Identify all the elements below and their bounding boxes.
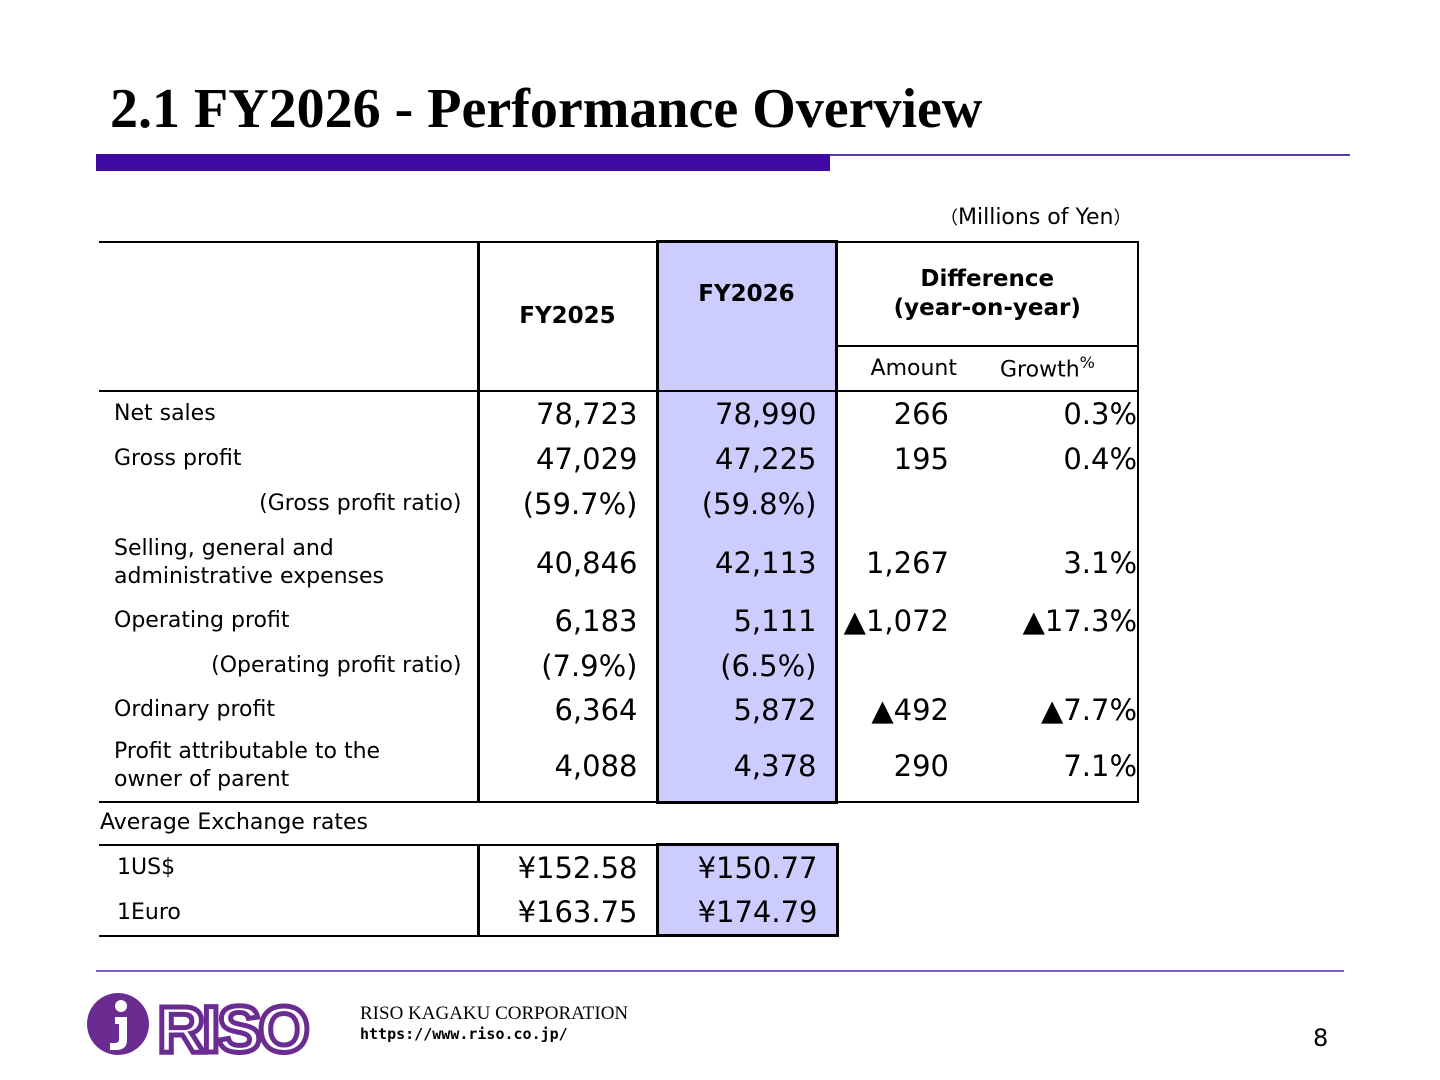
cell-net-sales-fy2026: 78,990 bbox=[655, 390, 838, 437]
company-name: RISO KAGAKU CORPORATION bbox=[360, 1003, 629, 1024]
cell-gross-profit-ratio-fy2026: (59.8%) bbox=[655, 481, 838, 527]
cell-operating-profit-amount: ▲1,072 bbox=[843, 604, 949, 638]
cell-gross-profit-ratio-growth bbox=[982, 481, 1140, 527]
exchange-rates-table: 1US$ ¥152.58 ¥150.77 1Euro ¥163.75 ¥174.… bbox=[99, 843, 839, 937]
cell-net-sales-fy2025: 78,723 bbox=[476, 390, 657, 437]
logo-dot bbox=[115, 1000, 127, 1012]
cell-net-sales-amount: 266 bbox=[893, 397, 949, 431]
exchange-rates-label: Average Exchange rates bbox=[100, 810, 368, 835]
cell-gross-profit-amount: 195 bbox=[893, 442, 949, 476]
row-label-gross-profit: Gross profit bbox=[114, 446, 242, 471]
row-label-ordinary-profit: Ordinary profit bbox=[114, 696, 276, 722]
fx-label-euro: 1Euro bbox=[99, 890, 478, 937]
cell-gross-profit-fy2026: 47,225 bbox=[655, 436, 838, 482]
header-growth-label: Growth bbox=[1000, 357, 1080, 383]
riso-logo: RISO bbox=[87, 990, 313, 1060]
cell-net-sales-growth: 0.3% bbox=[982, 390, 1140, 437]
header-fy2025: FY2025 bbox=[476, 240, 657, 391]
cell-profit-attributable-fy2025: 4,088 bbox=[476, 731, 657, 803]
cell-ordinary-profit-fy2026: 5,872 bbox=[655, 687, 838, 732]
header-difference-line1: Difference bbox=[920, 265, 1055, 292]
fx-usd-fy2025: ¥152.58 bbox=[476, 844, 657, 890]
header-growth-symbol: % bbox=[1079, 353, 1095, 373]
row-label-operating-profit-ratio: (Operating profit ratio) bbox=[211, 652, 462, 678]
cell-operating-profit-ratio-growth bbox=[982, 643, 1140, 688]
row-label-sga-line1: Selling, general and bbox=[114, 535, 334, 561]
cell-operating-profit-growth: ▲17.3% bbox=[982, 598, 1140, 644]
fx-euro-fy2026: ¥174.79 bbox=[655, 890, 839, 937]
units-note: （Millions of Yen） bbox=[940, 204, 1131, 230]
cell-operating-profit-ratio-fy2026: (6.5%) bbox=[655, 643, 838, 688]
title-underline-thick bbox=[96, 154, 830, 171]
cell-ordinary-profit-fy2025: 6,364 bbox=[476, 687, 657, 732]
row-label-net-sales: Net sales bbox=[114, 401, 216, 426]
performance-table: FY2025 FY2026 Difference (year-on-year) … bbox=[99, 240, 1140, 804]
footer-rule bbox=[96, 970, 1344, 972]
cell-operating-profit-fy2025: 6,183 bbox=[476, 598, 657, 644]
cell-operating-profit-fy2026: 5,111 bbox=[655, 598, 838, 644]
header-fy2026-sub bbox=[655, 345, 838, 391]
units-text: Millions of Yen bbox=[958, 205, 1114, 230]
cell-sga-fy2026: 42,113 bbox=[655, 526, 838, 599]
cell-sga-amount: 1,267 bbox=[865, 545, 949, 580]
cell-gross-profit-growth: 0.4% bbox=[982, 436, 1140, 482]
row-label-profit-attributable-line1: Profit attributable to the bbox=[114, 739, 381, 765]
title-underline-thin bbox=[830, 154, 1350, 156]
cell-gross-profit-ratio-fy2025: (59.7%) bbox=[476, 481, 657, 527]
logo-j bbox=[110, 1017, 127, 1050]
company-url[interactable]: https://www.riso.co.jp/ bbox=[360, 1025, 568, 1043]
cell-profit-attributable-growth: 7.1% bbox=[982, 731, 1140, 803]
header-fy2026: FY2026 bbox=[655, 240, 838, 346]
header-empty-cell bbox=[99, 240, 478, 391]
cell-sga-growth: 3.1% bbox=[982, 526, 1140, 599]
cell-ordinary-profit-amount: ▲492 bbox=[871, 692, 949, 727]
row-label-profit-attributable-line2: owner of parent bbox=[114, 767, 290, 793]
cell-operating-profit-ratio-fy2025: (7.9%) bbox=[476, 643, 657, 688]
row-label-profit-attributable: Profit attributable to the owner of pare… bbox=[99, 731, 478, 803]
fx-usd-fy2026: ¥150.77 bbox=[655, 843, 839, 890]
row-label-sga: Selling, general and administrative expe… bbox=[99, 527, 478, 599]
header-difference-line2: (year-on-year) bbox=[893, 294, 1081, 321]
units-paren-close: ） bbox=[1113, 208, 1132, 229]
cell-profit-attributable-amount: 290 bbox=[836, 731, 982, 803]
row-label-operating-profit: Operating profit bbox=[114, 608, 290, 633]
cell-gross-profit-ratio-amount bbox=[836, 482, 982, 527]
cell-ordinary-profit-growth: ▲7.7% bbox=[982, 687, 1140, 732]
page-title: 2.1 FY2026 - Performance Overview bbox=[110, 78, 983, 140]
cell-sga-fy2025: 40,846 bbox=[476, 526, 657, 599]
fx-label-usd: 1US$ bbox=[117, 855, 176, 881]
row-label-sga-line2: administrative expenses bbox=[114, 563, 385, 589]
units-paren-open: （ bbox=[940, 208, 958, 229]
page-number: 8 bbox=[1313, 1024, 1329, 1052]
cell-gross-profit-fy2025: 47,029 bbox=[476, 436, 657, 482]
logo-wordmark: RISO bbox=[157, 992, 307, 1060]
header-amount: Amount bbox=[870, 355, 957, 381]
fx-euro-fy2025: ¥163.75 bbox=[476, 890, 657, 937]
header-difference: Difference (year-on-year) bbox=[836, 240, 1140, 347]
cell-profit-attributable-fy2026: 4,378 bbox=[655, 731, 838, 804]
cell-operating-profit-ratio-amount bbox=[836, 644, 982, 688]
header-growth: Growth% bbox=[982, 345, 1140, 391]
row-label-gross-profit-ratio: (Gross profit ratio) bbox=[259, 491, 462, 516]
